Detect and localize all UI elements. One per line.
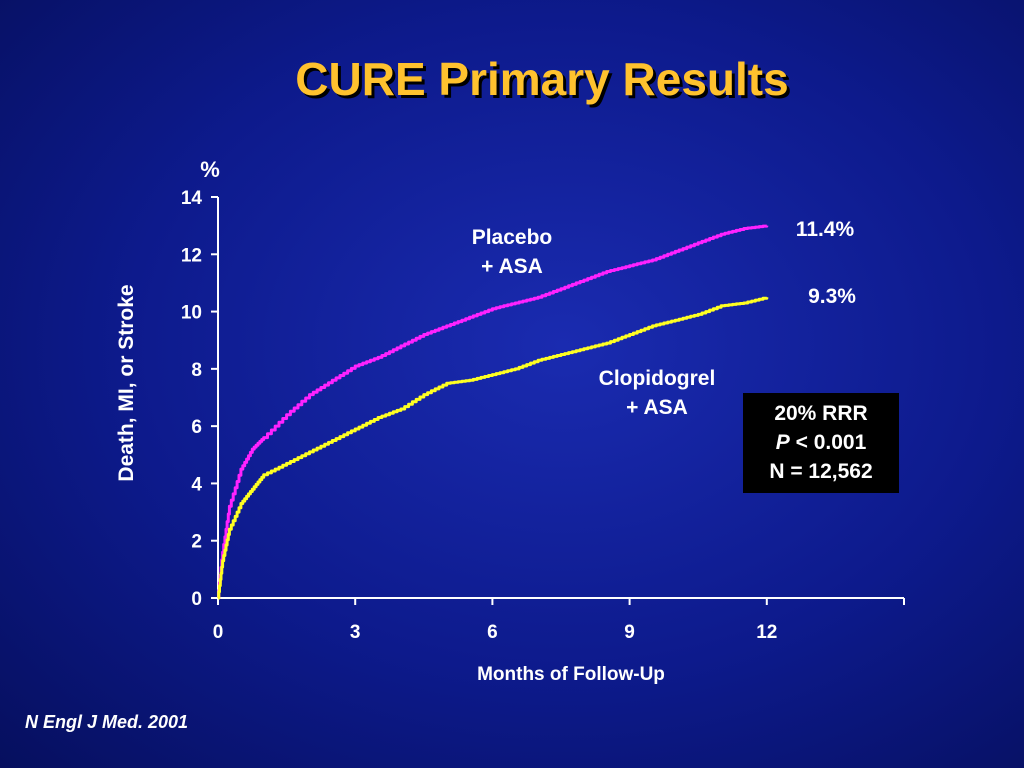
stats-rrr: 20% RRR (774, 402, 868, 425)
chart-axes (217, 197, 904, 599)
clopidogrel-label-line1: Clopidogrel (599, 367, 716, 390)
y-tick-label: 8 (191, 360, 202, 381)
x-tick-label: 6 (487, 622, 498, 643)
p-rest: < 0.001 (789, 431, 867, 454)
x-tick-label: 0 (213, 622, 224, 643)
y-tick-label: 6 (191, 417, 202, 438)
chart-lines (217, 224, 769, 600)
slide-title: CURE Primary Results (295, 53, 789, 105)
clopidogrel-line (217, 296, 769, 600)
y-axis-label: Death, MI, or Stroke (115, 284, 138, 481)
stats-n: N = 12,562 (769, 460, 873, 483)
y-tick-label: 14 (181, 188, 203, 209)
placebo-end-value: 11.4% (796, 218, 855, 241)
placebo-label-line1: Placebo (472, 226, 553, 249)
y-tick-label: 4 (191, 474, 202, 495)
p-symbol: P (775, 431, 790, 454)
y-tick-label: 0 (191, 589, 202, 610)
stats-box: 20% RRR P < 0.001 N = 12,562 (743, 393, 899, 493)
clopidogrel-end-value: 9.3% (808, 285, 856, 308)
y-unit-label: % (200, 157, 220, 182)
chart-labels: % Months of Follow-Up Death, MI, or Stroke… (115, 157, 856, 685)
x-tick-label: 9 (624, 622, 635, 643)
x-tick-label: 3 (350, 622, 361, 643)
x-tick-label: 12 (756, 622, 777, 643)
x-axis-label: Months of Follow-Up (477, 664, 665, 685)
clopidogrel-label-line2: + ASA (626, 396, 688, 419)
y-tick-label: 2 (191, 532, 202, 553)
citation: N Engl J Med. 2001 (25, 712, 189, 732)
y-tick-label: 12 (181, 245, 202, 266)
chart-ticks: 0 2 4 6 8 10 12 14 0 3 6 9 12 (181, 188, 905, 643)
placebo-label-line2: + ASA (481, 255, 543, 278)
stats-p-value: P < 0.001 (743, 428, 899, 457)
placebo-line (217, 224, 769, 600)
y-tick-label: 10 (181, 303, 202, 324)
